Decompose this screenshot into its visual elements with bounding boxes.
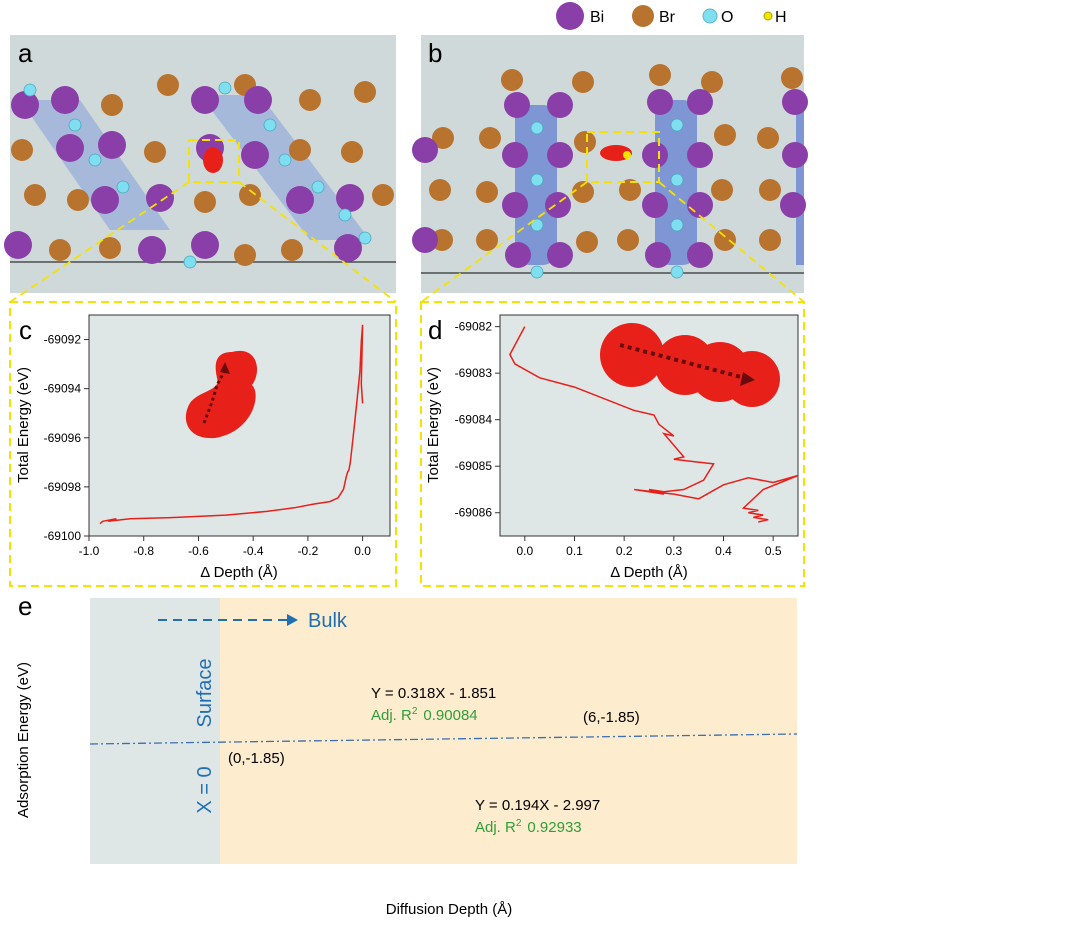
legend-label-o: O	[721, 9, 733, 26]
panel-c-xtick-label: -1.0	[79, 544, 100, 558]
legend-label-br: Br	[659, 9, 676, 26]
panel-d-ytick-label: -69085	[455, 459, 493, 473]
panel-c-series-line	[99, 324, 364, 525]
panel-d-ytick-label: -69082	[455, 320, 493, 334]
panel-c-trajectory-blob	[185, 350, 258, 439]
panel-d-trajectory-arrow	[619, 343, 746, 380]
panel-c-xlabel: Δ Depth (Å)	[200, 564, 278, 581]
panel-d-label: d	[428, 315, 442, 345]
panel-b-hydrogen	[623, 151, 631, 159]
panel-e-point-label-0: (0,-1.85)	[228, 750, 285, 767]
panel-c-trajectory-arrow	[202, 369, 227, 424]
panel-d-ylabel: Total Energy (eV)	[425, 367, 442, 483]
lower-r2-value: 0.92933	[527, 819, 581, 836]
panel-a-proton-track	[203, 147, 223, 173]
panel-c-dashed-frame	[9, 301, 397, 587]
panel-d-xlabel: Δ Depth (Å)	[610, 564, 688, 581]
panel-e-reference-line	[89, 733, 798, 745]
panel-a-label: a	[18, 38, 33, 68]
panel-d-xtick-label: 0.3	[665, 544, 682, 558]
panel-c-xtick-label: -0.2	[298, 544, 319, 558]
panel-c-xtick-label: 0.0	[354, 544, 371, 558]
upper-r2-sup: 2	[412, 706, 418, 717]
panel-c-arrowhead	[220, 362, 230, 374]
panel-c-ytick-label: -69094	[44, 382, 82, 396]
legend: Bi Br O H	[556, 2, 787, 30]
panel-c-ticks: -1.0 -0.8 -0.6 -0.4 -0.2 0.0 -69092 -69094 -6909…	[44, 333, 372, 558]
panel-d-dashed-frame	[420, 301, 805, 587]
panel-c-xtick-label: -0.4	[243, 544, 264, 558]
upper-r2-value: 0.90084	[423, 707, 477, 724]
panel-e-xlabel: Diffusion Depth (Å)	[386, 901, 512, 918]
legend-label-bi: Bi	[590, 9, 604, 26]
panel-e-ylabel: Adsorption Energy (eV)	[15, 662, 32, 818]
panel-c-label: c	[19, 315, 32, 345]
panel-b-zoom-box	[586, 131, 660, 183]
panel-d-xtick-label: 0.1	[566, 544, 583, 558]
lower-r2-label: Adj. R	[475, 819, 516, 836]
panel-e-bulk-label: Bulk	[308, 610, 348, 632]
panel-d-ytick-label: -69083	[455, 366, 493, 380]
panel-e-label: e	[18, 591, 32, 621]
panel-a-structure: a	[4, 35, 396, 293]
panel-d-ticks: 0.0 0.1 0.2 0.3 0.4 0.5 -69082 -69083 -69084 -690…	[455, 320, 782, 558]
panel-b-label: b	[428, 38, 442, 68]
panel-e-chart: e Bulk Surface X = 0 Y = 0.318X - 1.851 …	[15, 591, 798, 918]
legend-label-h: H	[775, 9, 787, 26]
panel-e-lower-equation: Y = 0.194X - 2.997	[475, 797, 600, 814]
br-legend-marker	[632, 5, 654, 27]
panel-e-bulk-arrowhead	[287, 614, 298, 626]
lower-r2-sup: 2	[516, 818, 522, 829]
h-legend-marker	[763, 11, 773, 21]
panel-d-ytick-label: -69084	[455, 413, 493, 427]
panel-e-surface-region	[90, 598, 220, 864]
panel-e-upper-r2: Adj. R2 0.90084	[371, 706, 478, 724]
panel-c-ytick-label: -69096	[44, 431, 82, 445]
bi-legend-marker	[556, 2, 584, 30]
panel-d-series-line	[509, 326, 799, 523]
upper-r2-label: Adj. R	[371, 707, 412, 724]
panel-c-ylabel: Total Energy (eV)	[15, 367, 32, 483]
panel-d-ytick-label: -69086	[455, 506, 493, 520]
panel-c-ytick-label: -69092	[44, 333, 82, 347]
o-legend-marker	[702, 8, 718, 24]
panel-e-bulk-region	[220, 598, 797, 864]
panel-e-x0-label: X = 0	[194, 766, 216, 813]
panel-e-point-label-6: (6,-1.85)	[583, 709, 640, 726]
panel-e-lower-r2: Adj. R2 0.92933	[475, 818, 582, 836]
panel-e-upper-equation: Y = 0.318X - 1.851	[371, 685, 496, 702]
zoom-connectors	[9, 181, 805, 303]
panel-c-ytick-label: -69100	[44, 529, 82, 543]
panel-d-xtick-label: 0.5	[765, 544, 782, 558]
panel-c-ytick-label: -69098	[44, 480, 82, 494]
panel-e-surface-label: Surface	[194, 659, 216, 728]
panel-d-chart: 0.0 0.1 0.2 0.3 0.4 0.5 -69082 -69083 -69084 -690…	[420, 301, 805, 587]
panel-b-structure: b	[412, 35, 808, 293]
panel-d-xtick-label: 0.4	[715, 544, 732, 558]
panel-c-xtick-label: -0.8	[133, 544, 154, 558]
panel-b-atoms	[412, 64, 808, 279]
panel-d-trajectory-blob	[600, 323, 780, 407]
panel-d-xtick-label: 0.2	[616, 544, 633, 558]
panel-d-xtick-label: 0.0	[516, 544, 533, 558]
panel-c-chart: -1.0 -0.8 -0.6 -0.4 -0.2 0.0 -69092 -69094 -6909…	[9, 301, 397, 587]
panel-a-zoom-box	[188, 139, 240, 183]
panel-c-xtick-label: -0.6	[188, 544, 209, 558]
panel-b-background	[421, 35, 804, 293]
panel-d-arrowhead	[740, 372, 755, 386]
